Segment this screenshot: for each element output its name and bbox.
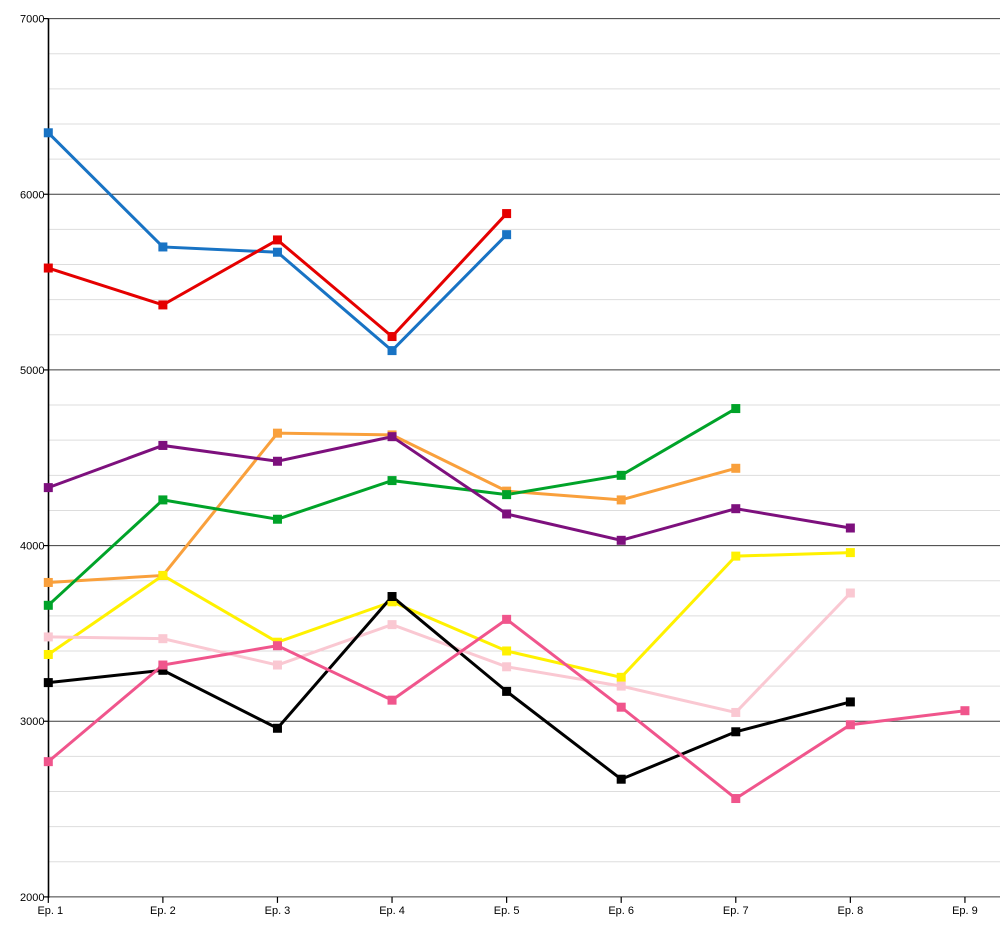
series-light-pink-marker <box>845 588 855 598</box>
series-purple-marker <box>502 509 512 519</box>
series-hot-pink-marker <box>731 794 741 804</box>
series-light-pink-marker <box>616 681 626 691</box>
series-red-marker <box>502 209 512 219</box>
y-axis-label: 2000 <box>20 892 44 904</box>
series-hot-pink-marker <box>845 720 855 730</box>
series-hot-pink-marker <box>158 660 168 670</box>
series-purple-marker <box>43 483 53 493</box>
series-light-pink-marker <box>43 632 53 642</box>
series-orange-marker <box>616 495 626 505</box>
series-red-marker <box>387 332 397 342</box>
series-light-pink-marker <box>272 660 282 670</box>
series-markers <box>43 128 970 804</box>
series-yellow-marker <box>616 672 626 682</box>
series-blue-marker <box>43 128 53 138</box>
series-green-marker <box>387 476 397 486</box>
series-purple-marker <box>616 535 626 545</box>
series-black-marker <box>158 665 168 675</box>
x-axis-label: Ep. 7 <box>723 905 749 917</box>
series-black-marker <box>387 592 397 602</box>
x-axis: Ep. 1 Ep. 2 Ep. 3 Ep. 4 Ep. 5 Ep. 6 Ep. 7 Ep. 8… <box>37 896 978 917</box>
major-gridlines <box>48 18 1000 898</box>
series-purple-marker <box>387 432 397 442</box>
y-axis-label: 7000 <box>20 14 44 26</box>
series-purple-marker <box>272 456 282 466</box>
series-hot-pink-marker <box>387 695 397 705</box>
minor-gridlines <box>48 53 1000 863</box>
y-axis-label: 5000 <box>20 365 44 377</box>
series-yellow-marker <box>387 597 397 607</box>
series-yellow-marker <box>158 570 168 580</box>
series-green-marker <box>731 404 741 414</box>
series-black-marker <box>502 686 512 696</box>
x-axis-label: Ep. 2 <box>150 905 176 917</box>
series-yellow-marker <box>43 649 53 659</box>
series-yellow-marker <box>731 551 741 561</box>
y-axis: 2000 3000 4000 5000 6000 7000 <box>20 14 50 904</box>
x-axis-label: Ep. 6 <box>608 905 634 917</box>
series-hot-pink-marker <box>960 706 970 716</box>
series-yellow-marker <box>502 646 512 656</box>
y-axis-label: 4000 <box>20 541 44 553</box>
series-green-marker <box>502 490 512 500</box>
series-orange-marker <box>731 463 741 473</box>
series-yellow-line <box>47 551 851 679</box>
series-black-line <box>48 594 851 781</box>
series-purple-marker <box>158 440 168 450</box>
series-purple-marker <box>731 504 741 514</box>
series-green-marker <box>272 514 282 524</box>
series-black-marker <box>731 727 741 737</box>
series-orange-marker <box>272 428 282 438</box>
series-light-pink-marker <box>158 634 168 644</box>
series-purple-marker <box>845 523 855 533</box>
series-light-pink-marker <box>731 707 741 717</box>
series-light-pink-marker <box>502 662 512 672</box>
series-green-marker <box>616 470 626 480</box>
series-red-marker <box>272 235 282 245</box>
series-red-marker <box>43 263 53 273</box>
series-green-marker <box>158 495 168 505</box>
x-axis-label: Ep. 8 <box>838 905 864 917</box>
y-axis-label: 6000 <box>20 189 44 201</box>
series-light-pink-marker <box>387 620 397 630</box>
series-blue-marker <box>387 346 397 356</box>
series-black-marker <box>616 774 626 784</box>
x-axis-label: Ep. 1 <box>37 905 63 917</box>
x-axis-label: Ep. 5 <box>494 905 520 917</box>
series-hot-pink-marker <box>272 641 282 651</box>
series-hot-pink-marker <box>43 757 53 767</box>
series-red-line <box>47 212 508 339</box>
series-hot-pink-marker <box>616 702 626 712</box>
series-black-marker <box>845 697 855 707</box>
y-axis-label: 3000 <box>20 716 44 728</box>
series-red-marker <box>158 300 168 310</box>
series-black-marker <box>43 678 53 688</box>
series-orange-line <box>48 431 737 584</box>
series-blue-marker <box>158 242 168 252</box>
series-hot-pink-marker <box>502 614 512 624</box>
series-light-pink-line <box>48 591 852 715</box>
series-blue-marker <box>502 230 512 240</box>
series-black-marker <box>272 723 282 733</box>
series-orange-marker <box>43 577 53 587</box>
x-axis-label: Ep. 4 <box>379 905 405 917</box>
x-axis-label: Ep. 3 <box>265 905 291 917</box>
x-axis-label: Ep. 9 <box>952 905 978 917</box>
series-blue-marker <box>272 247 282 257</box>
series-yellow-marker <box>845 548 855 558</box>
series-green-marker <box>43 600 53 610</box>
series-purple-line <box>47 435 851 542</box>
